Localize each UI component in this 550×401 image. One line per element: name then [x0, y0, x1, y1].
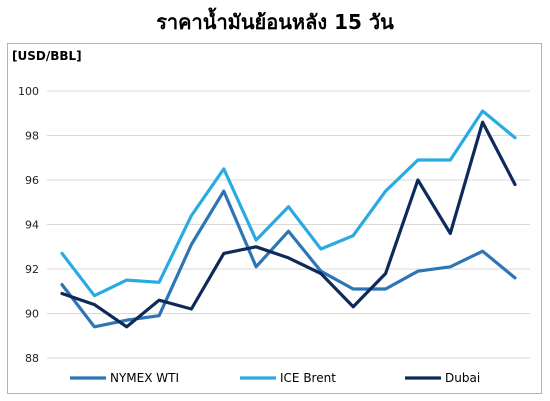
y-tick-label-94: 94: [25, 219, 39, 232]
chart-title: ราคาน้ำมันย้อนหลัง 15 วัน: [156, 10, 394, 34]
legend-label-dubai: Dubai: [445, 371, 480, 385]
chart-frame: [7, 43, 542, 394]
series-line-dubai: [60, 120, 517, 329]
y-tick-label-90: 90: [25, 308, 39, 321]
y-tick-label-100: 100: [18, 85, 39, 98]
y-tick-label-88: 88: [25, 352, 39, 365]
y-tick-label-98: 98: [25, 130, 39, 143]
y-tick-label-96: 96: [25, 174, 39, 187]
legend-label-ice-brent: ICE Brent: [280, 371, 336, 385]
legend-label-nymex-wti: NYMEX WTI: [110, 371, 179, 385]
series-line-ice-brent: [60, 109, 517, 298]
y-axis-unit-label: [USD/BBL]: [12, 49, 82, 63]
y-tick-label-92: 92: [25, 263, 39, 276]
